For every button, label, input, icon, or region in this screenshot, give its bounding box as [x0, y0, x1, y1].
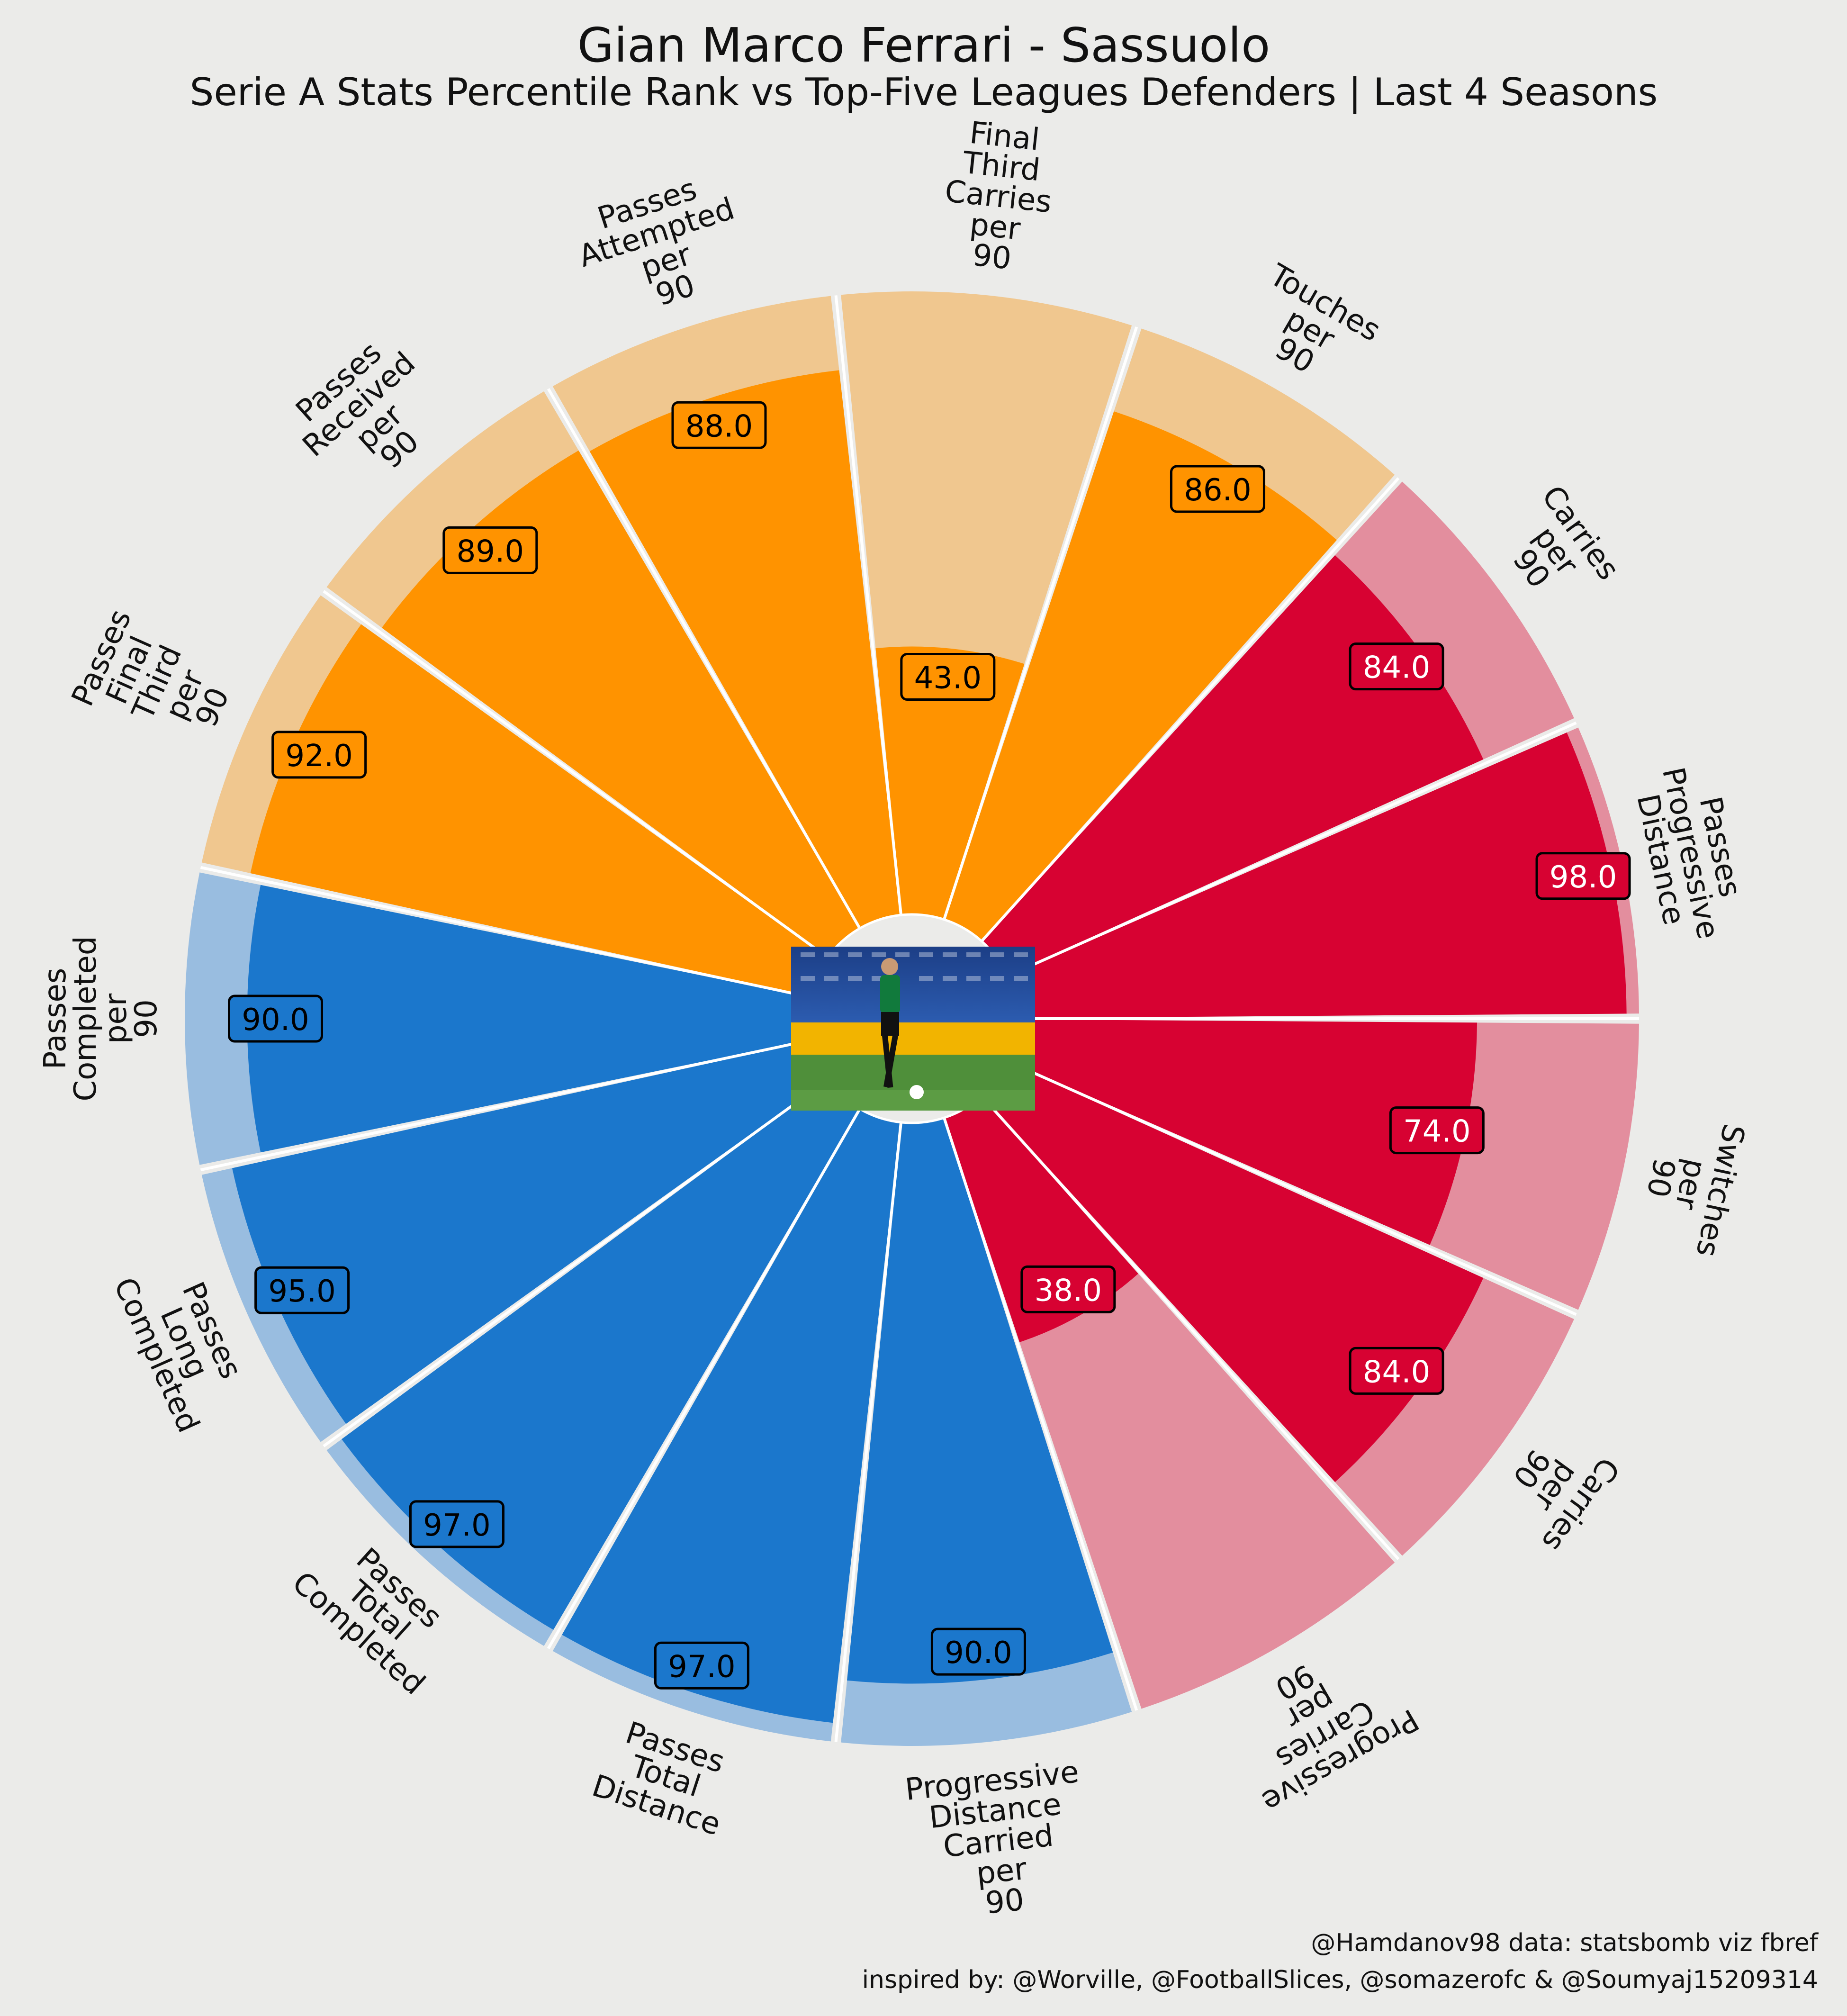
chart-subtitle: Serie A Stats Percentile Rank vs Top-Fiv…: [190, 70, 1658, 115]
slice-separator: [547, 1108, 861, 1649]
slice-separator: [943, 326, 1138, 920]
value-text: 98.0: [1550, 860, 1617, 895]
value-text: 90.0: [242, 1003, 309, 1038]
value-label: 88.0: [671, 401, 767, 449]
slice-separator: [200, 866, 811, 999]
value-text: 95.0: [268, 1274, 336, 1309]
value-label: 89.0: [442, 526, 538, 574]
slice-value: [1007, 1019, 1478, 1245]
param-labels: ProgressiveDistanceCarriedper90PassesTot…: [38, 116, 1751, 1928]
slice-value: [875, 646, 1025, 920]
value-label: 95.0: [254, 1266, 350, 1314]
value-label: 86.0: [1170, 465, 1265, 513]
value-label: 84.0: [1349, 1347, 1444, 1395]
value-label: 38.0: [1020, 1265, 1116, 1313]
value-label: 98.0: [1535, 852, 1631, 900]
value-text: 90.0: [945, 1636, 1012, 1671]
slice-separator: [323, 1078, 829, 1447]
credit-line-2: inspired by: @Worville, @FootballSlices,…: [862, 1966, 1818, 1994]
slice-value: [945, 411, 1337, 941]
value-label: 84.0: [1349, 642, 1444, 691]
slice-separators: [200, 295, 1639, 1742]
value-text: 38.0: [1035, 1273, 1102, 1308]
slice-separator: [980, 477, 1400, 942]
value-text: 74.0: [1403, 1114, 1471, 1149]
value-text: 84.0: [1363, 651, 1431, 686]
slice-value: [342, 1080, 859, 1630]
param-label-text: ProgressiveDistanceCarriedper90: [903, 1754, 1093, 1928]
value-label: 90.0: [228, 994, 323, 1043]
slice-separator: [200, 1039, 811, 1172]
slice-value: [247, 885, 810, 1153]
value-text: 88.0: [685, 409, 753, 444]
slice-separator: [980, 1095, 1400, 1560]
slice-separator: [1006, 721, 1577, 978]
value-labels: 90.0 97.0 97.0 95.0 90.0 92.0 89.0 88.0 43.0 86.0…: [228, 401, 1631, 1690]
value-text: 89.0: [457, 534, 524, 569]
slice-separator: [943, 1117, 1138, 1711]
value-text: 97.0: [423, 1508, 491, 1543]
slice-value: [232, 1041, 828, 1424]
slice-value: [589, 370, 901, 928]
value-text: 43.0: [914, 661, 982, 696]
value-slices: [232, 370, 1627, 1723]
slice-separator: [547, 388, 861, 929]
slice-value: [847, 1118, 1113, 1684]
value-text: 84.0: [1363, 1355, 1431, 1390]
slice-value: [381, 450, 859, 957]
value-label: 74.0: [1389, 1106, 1485, 1155]
slice-separator: [1006, 1059, 1577, 1316]
slice-separator: [834, 295, 902, 915]
param-label-text: PassesCompletedper90: [38, 936, 164, 1101]
slice-value: [250, 624, 828, 996]
param-label: ProgressiveDistanceCarriedper90: [903, 1754, 1093, 1928]
slice-value: [1007, 732, 1627, 1018]
player-figure: [880, 958, 924, 1099]
player-photo: [791, 947, 1035, 1111]
value-text: 86.0: [1184, 473, 1252, 508]
value-label: 97.0: [409, 1500, 505, 1548]
chart-title: Gian Marco Ferrari - Sassuolo: [577, 18, 1270, 73]
value-label: 43.0: [900, 653, 996, 701]
slice-separator: [323, 590, 829, 959]
param-label: PassesCompletedper90: [38, 936, 164, 1101]
value-text: 97.0: [668, 1649, 736, 1684]
slice-separator: [834, 1122, 902, 1742]
value-text: 92.0: [285, 739, 353, 774]
slice-value: [562, 1109, 901, 1723]
value-label: 92.0: [271, 731, 367, 779]
value-label: 90.0: [930, 1627, 1026, 1676]
value-label: 97.0: [654, 1641, 749, 1690]
credit-line-1: @Hamdanov98 data: statsbomb viz fbref: [1311, 1929, 1819, 1957]
